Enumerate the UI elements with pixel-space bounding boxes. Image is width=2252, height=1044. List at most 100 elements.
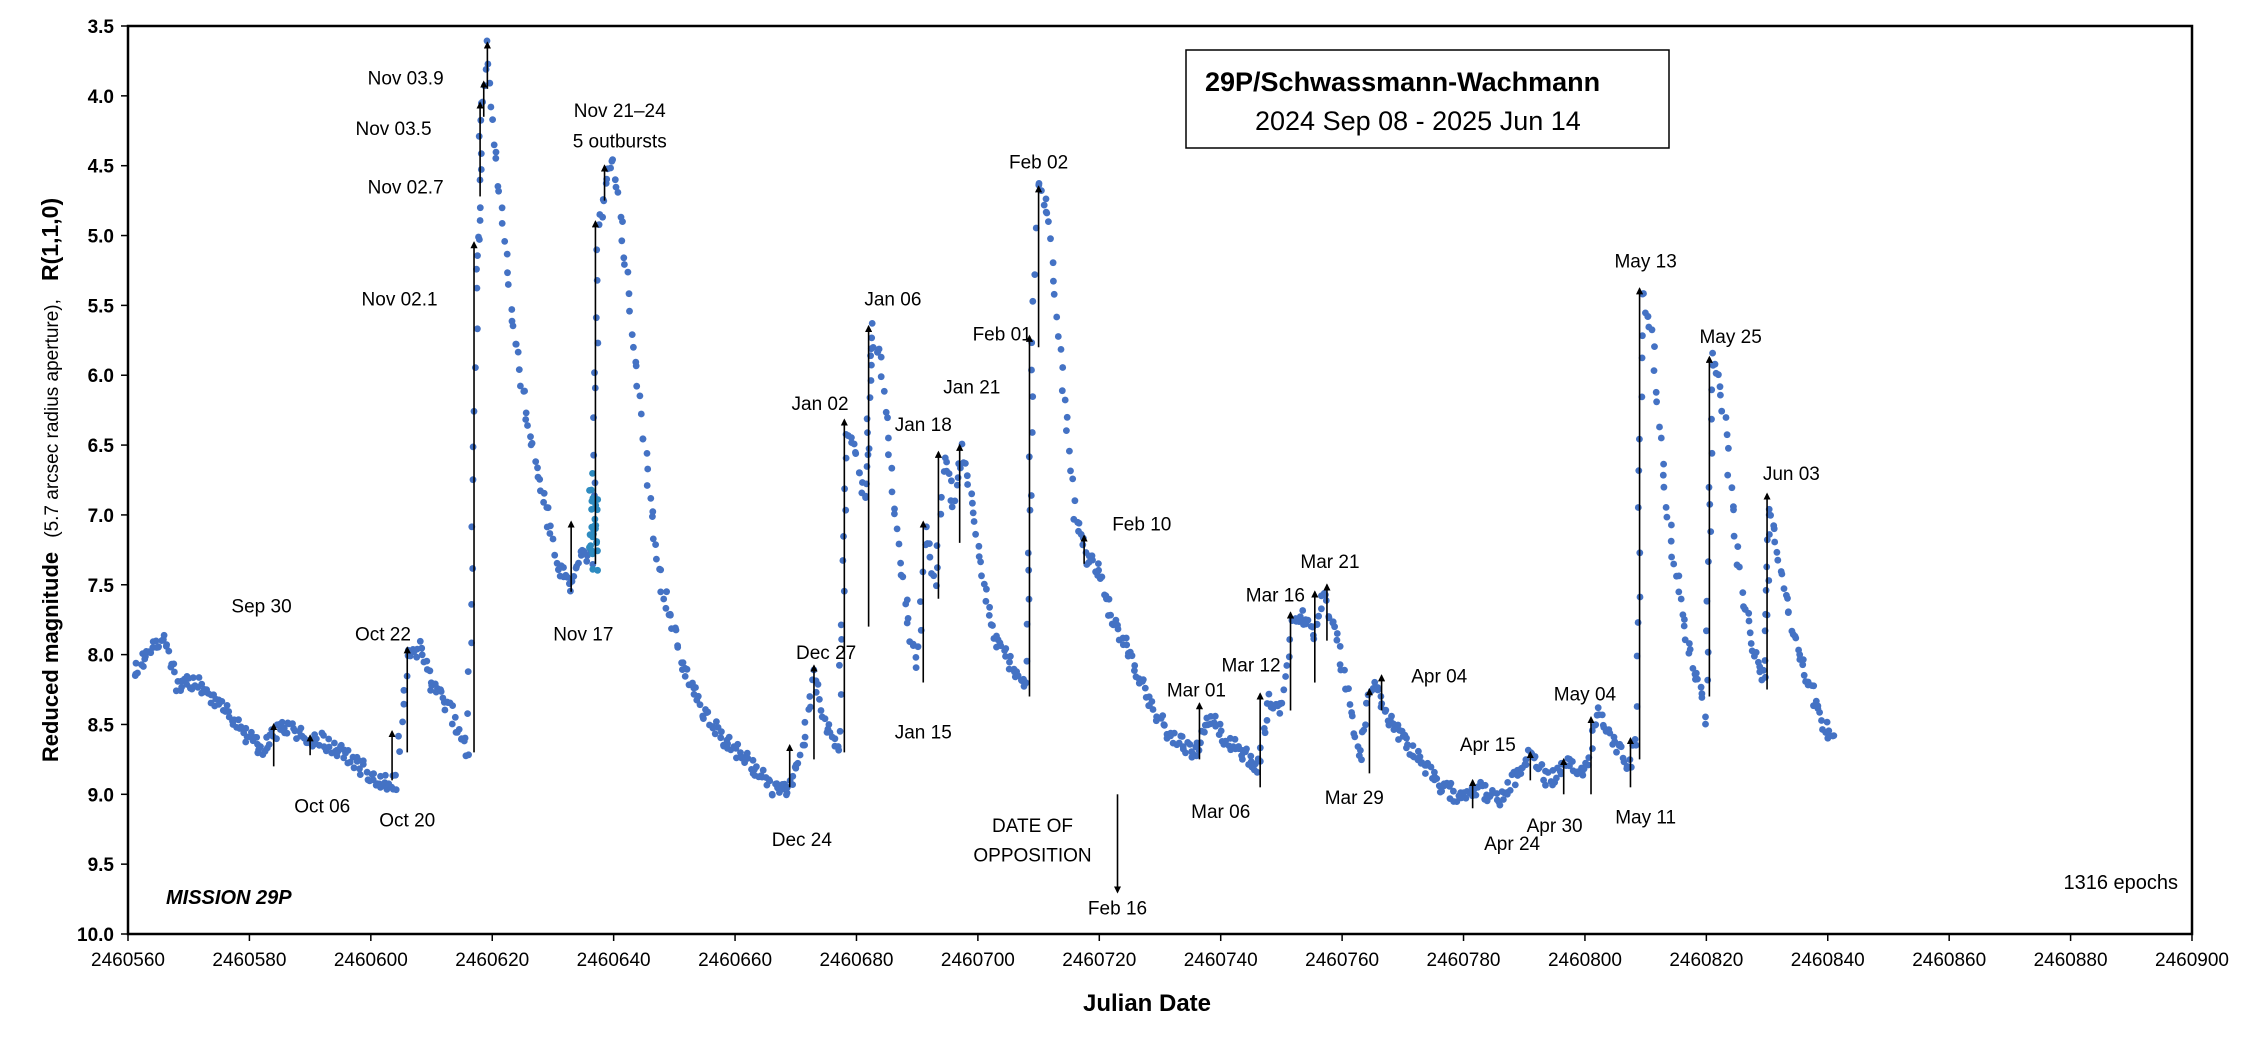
data-point xyxy=(1692,669,1700,677)
data-point xyxy=(801,741,808,749)
data-point xyxy=(789,781,796,788)
x-tick-label: 2460760 xyxy=(1305,950,1379,971)
data-point xyxy=(469,565,477,572)
data-point xyxy=(624,268,632,276)
data-point xyxy=(170,660,178,668)
data-point xyxy=(1745,609,1753,617)
data-point xyxy=(1045,218,1052,226)
data-point xyxy=(1634,504,1642,511)
y-tick-label: 7.5 xyxy=(88,576,115,597)
data-point xyxy=(837,621,845,629)
data-point xyxy=(672,626,680,634)
data-point xyxy=(1702,720,1709,728)
outburst-label: Dec 24 xyxy=(772,830,833,851)
data-point xyxy=(1531,753,1539,760)
data-point xyxy=(1762,610,1769,618)
data-point xyxy=(477,166,485,173)
data-point xyxy=(1299,607,1307,614)
data-point xyxy=(234,716,242,724)
data-point xyxy=(888,464,896,472)
data-point xyxy=(248,728,255,736)
outburst-label: Mar 29 xyxy=(1325,788,1384,809)
data-point xyxy=(816,696,823,703)
opposition-label-line2: OPPOSITION xyxy=(973,845,1091,866)
data-point xyxy=(1243,745,1250,753)
data-point xyxy=(836,727,844,735)
data-point xyxy=(132,659,140,667)
data-point xyxy=(709,723,717,730)
data-point xyxy=(653,555,660,563)
data-point xyxy=(970,518,978,525)
x-axis: 2460560 2460580 2460600 2460620 2460640 24606… xyxy=(91,934,2229,971)
data-point xyxy=(1778,570,1786,578)
data-point xyxy=(297,724,305,732)
data-point xyxy=(1681,616,1688,623)
data-point xyxy=(1282,673,1289,680)
data-point xyxy=(1708,449,1716,457)
y-axis: 3.5 4.0 4.5 5.0 5.5 6.0 6.5 7.0 7.5 8.0 8.5 9.0 9.5 1… xyxy=(77,17,128,946)
data-point xyxy=(1481,781,1489,789)
outburst-label: Nov 02.1 xyxy=(362,289,438,310)
data-point xyxy=(1211,712,1219,720)
data-point xyxy=(477,150,485,158)
data-point xyxy=(195,674,203,681)
data-point xyxy=(986,603,993,611)
data-point xyxy=(632,362,640,370)
data-point xyxy=(396,748,403,755)
data-point xyxy=(1050,290,1058,298)
data-point xyxy=(1247,752,1255,760)
data-point xyxy=(1462,794,1470,802)
data-point xyxy=(1728,484,1736,492)
outburst-label: Apr 15 xyxy=(1460,735,1516,756)
data-point xyxy=(1767,511,1774,519)
data-point xyxy=(700,715,707,722)
data-point xyxy=(694,692,702,700)
data-point xyxy=(1002,645,1010,652)
data-point xyxy=(1725,444,1732,452)
y-tick-label: 9.0 xyxy=(88,785,114,806)
data-point xyxy=(612,183,620,191)
data-point xyxy=(253,734,261,741)
y-axis-title: Reduced magnitude (5.7 arcsec radius ape… xyxy=(37,198,63,762)
data-point xyxy=(472,364,479,371)
data-point xyxy=(1639,332,1646,340)
data-point xyxy=(549,535,557,543)
data-point xyxy=(1128,652,1136,660)
outburst-label: Feb 01 xyxy=(973,324,1032,345)
data-point xyxy=(766,777,774,785)
y-tick-label: 8.0 xyxy=(88,646,114,667)
data-point xyxy=(1029,297,1037,305)
data-point xyxy=(1304,616,1312,624)
data-point xyxy=(1717,391,1724,399)
y-tick-label: 5.5 xyxy=(88,296,115,317)
data-point xyxy=(663,588,670,596)
data-point xyxy=(862,494,869,501)
data-point xyxy=(1049,259,1057,267)
data-point xyxy=(1427,763,1435,771)
data-point-highlight xyxy=(586,544,593,551)
data-point xyxy=(885,451,892,459)
outburst-label: Apr 04 xyxy=(1411,667,1467,688)
data-point xyxy=(1771,538,1779,546)
data-point xyxy=(589,561,597,568)
data-point xyxy=(806,693,814,700)
data-point xyxy=(789,772,797,780)
data-point xyxy=(1079,541,1087,549)
epochs-label: 1316 epochs xyxy=(2063,872,2178,894)
data-point xyxy=(975,553,983,560)
data-point xyxy=(1627,763,1635,771)
data-point xyxy=(1689,665,1697,672)
data-point xyxy=(1415,747,1422,755)
data-point xyxy=(930,572,938,580)
data-point xyxy=(814,681,822,688)
data-point xyxy=(948,503,956,511)
y-axis-title-band: R(1,1,0) xyxy=(37,198,63,281)
data-point xyxy=(938,493,945,501)
data-point xyxy=(1067,467,1074,475)
data-point xyxy=(418,644,426,652)
data-point xyxy=(893,525,901,533)
data-point xyxy=(464,668,472,675)
data-point xyxy=(142,653,149,660)
outburst-label: Jan 15 xyxy=(895,722,952,743)
data-point xyxy=(737,749,744,756)
